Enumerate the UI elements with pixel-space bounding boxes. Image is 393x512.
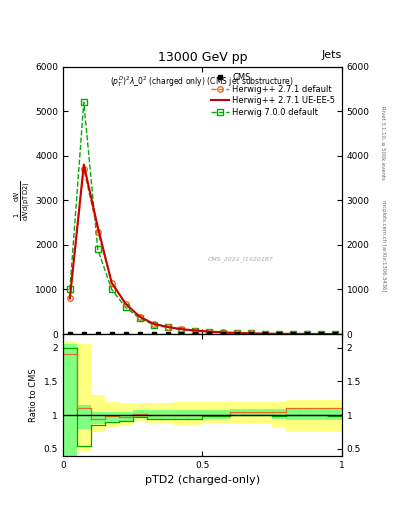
Herwig++ 2.7.1 default	[123, 301, 128, 307]
CMS	[319, 331, 323, 337]
Herwig++ 2.7.1 UE-EE-5	[81, 162, 86, 168]
Line: Herwig++ 2.7.1 UE-EE-5: Herwig++ 2.7.1 UE-EE-5	[70, 165, 335, 334]
CMS	[305, 331, 309, 337]
Herwig++ 2.7.1 default	[193, 328, 198, 334]
Herwig 7.0.0 default	[179, 327, 184, 333]
Herwig++ 2.7.1 default	[137, 314, 142, 320]
Herwig 7.0.0 default	[221, 329, 226, 335]
Title: 13000 GeV pp: 13000 GeV pp	[158, 51, 247, 64]
Herwig++ 2.7.1 default	[95, 228, 100, 234]
Herwig++ 2.7.1 UE-EE-5	[235, 330, 240, 336]
Herwig++ 2.7.1 default	[151, 321, 156, 327]
Herwig 7.0.0 default	[137, 315, 142, 322]
Herwig 7.0.0 default	[291, 331, 296, 337]
Herwig++ 2.7.1 UE-EE-5	[207, 329, 212, 335]
Herwig++ 2.7.1 default	[68, 295, 72, 302]
CMS	[221, 331, 226, 337]
Text: Jets: Jets	[321, 50, 342, 60]
Herwig++ 2.7.1 UE-EE-5	[123, 301, 128, 307]
Line: Herwig 7.0.0 default: Herwig 7.0.0 default	[67, 99, 338, 337]
Herwig++ 2.7.1 UE-EE-5	[193, 328, 198, 334]
Herwig++ 2.7.1 default	[263, 331, 268, 337]
Herwig++ 2.7.1 UE-EE-5	[68, 295, 72, 302]
Herwig 7.0.0 default	[68, 286, 72, 292]
Herwig++ 2.7.1 UE-EE-5	[151, 321, 156, 327]
Herwig 7.0.0 default	[151, 322, 156, 328]
Herwig++ 2.7.1 UE-EE-5	[263, 331, 268, 337]
Line: Herwig++ 2.7.1 default: Herwig++ 2.7.1 default	[67, 166, 338, 337]
CMS	[179, 331, 184, 337]
Herwig 7.0.0 default	[235, 330, 240, 336]
Herwig++ 2.7.1 UE-EE-5	[249, 330, 253, 336]
Herwig 7.0.0 default	[123, 304, 128, 310]
Herwig++ 2.7.1 UE-EE-5	[179, 326, 184, 332]
CMS	[109, 331, 114, 337]
Text: Rivet 3.1.10, ≥ 500k events: Rivet 3.1.10, ≥ 500k events	[381, 106, 386, 180]
Herwig++ 2.7.1 default	[305, 331, 309, 337]
Herwig++ 2.7.1 UE-EE-5	[221, 329, 226, 335]
CMS	[151, 331, 156, 337]
Herwig++ 2.7.1 default	[221, 329, 226, 335]
Line: CMS: CMS	[68, 332, 337, 336]
Herwig++ 2.7.1 default	[249, 330, 253, 336]
Herwig++ 2.7.1 default	[109, 280, 114, 286]
CMS	[277, 331, 281, 337]
Herwig 7.0.0 default	[305, 331, 309, 337]
Herwig++ 2.7.1 UE-EE-5	[165, 324, 170, 330]
Herwig++ 2.7.1 default	[277, 331, 281, 337]
CMS	[291, 331, 296, 337]
Herwig 7.0.0 default	[165, 324, 170, 330]
CMS	[263, 331, 268, 337]
Herwig 7.0.0 default	[332, 331, 337, 337]
Herwig++ 2.7.1 default	[319, 331, 323, 337]
CMS	[68, 331, 72, 337]
Text: $(p_T^D)^2\lambda\_0^2$ (charged only) (CMS jet substructure): $(p_T^D)^2\lambda\_0^2$ (charged only) (…	[110, 75, 294, 90]
Herwig++ 2.7.1 default	[235, 330, 240, 336]
Text: mcplots.cern.ch [arXiv:1306.3436]: mcplots.cern.ch [arXiv:1306.3436]	[381, 200, 386, 291]
Herwig 7.0.0 default	[193, 328, 198, 334]
CMS	[207, 331, 212, 337]
Herwig 7.0.0 default	[263, 331, 268, 337]
Herwig++ 2.7.1 default	[81, 166, 86, 172]
Herwig 7.0.0 default	[319, 331, 323, 337]
Herwig++ 2.7.1 UE-EE-5	[305, 331, 309, 337]
X-axis label: pTD2 (charged-only): pTD2 (charged-only)	[145, 475, 260, 485]
Herwig++ 2.7.1 UE-EE-5	[332, 331, 337, 337]
CMS	[95, 331, 100, 337]
Herwig 7.0.0 default	[277, 331, 281, 337]
Herwig++ 2.7.1 UE-EE-5	[291, 331, 296, 337]
CMS	[137, 331, 142, 337]
CMS	[249, 331, 253, 337]
Herwig 7.0.0 default	[109, 286, 114, 292]
Herwig++ 2.7.1 default	[179, 326, 184, 332]
CMS	[165, 331, 170, 337]
CMS	[81, 331, 86, 337]
Herwig++ 2.7.1 default	[332, 331, 337, 337]
Herwig 7.0.0 default	[207, 329, 212, 335]
Herwig++ 2.7.1 UE-EE-5	[319, 331, 323, 337]
CMS	[235, 331, 240, 337]
Herwig++ 2.7.1 default	[165, 324, 170, 330]
Herwig 7.0.0 default	[81, 99, 86, 105]
Y-axis label: Ratio to CMS: Ratio to CMS	[29, 368, 38, 422]
Text: CMS_2021_I1920187: CMS_2021_I1920187	[208, 257, 274, 262]
Legend: CMS, Herwig++ 2.7.1 default, Herwig++ 2.7.1 UE-EE-5, Herwig 7.0.0 default: CMS, Herwig++ 2.7.1 default, Herwig++ 2.…	[208, 71, 338, 119]
Herwig++ 2.7.1 UE-EE-5	[277, 331, 281, 337]
Herwig++ 2.7.1 UE-EE-5	[95, 224, 100, 230]
Herwig++ 2.7.1 default	[207, 329, 212, 335]
Herwig++ 2.7.1 UE-EE-5	[137, 314, 142, 320]
Y-axis label: $\frac{1}{\mathrm{d}N}\frac{\mathrm{d}N}{\mathrm{d}(\mathrm{pTD2})}$: $\frac{1}{\mathrm{d}N}\frac{\mathrm{d}N}…	[13, 180, 32, 221]
Herwig++ 2.7.1 UE-EE-5	[109, 280, 114, 286]
CMS	[332, 331, 337, 337]
Herwig++ 2.7.1 default	[291, 331, 296, 337]
CMS	[193, 331, 198, 337]
Herwig 7.0.0 default	[95, 246, 100, 252]
Herwig 7.0.0 default	[249, 330, 253, 336]
CMS	[123, 331, 128, 337]
